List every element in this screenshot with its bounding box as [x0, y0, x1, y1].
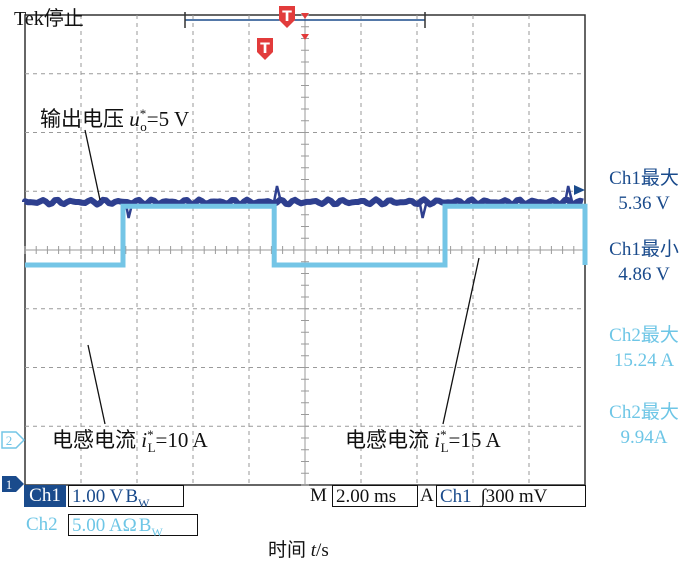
trigger-position-marker-letter: T [282, 9, 292, 25]
voltage-leader-line [84, 129, 101, 201]
voltage-annotation: 输出电压 u*o=5 V [40, 103, 189, 135]
ch1-bw-indicator: BW [125, 486, 150, 510]
scope-status: Tek停止 [14, 8, 84, 30]
current2-annotation-var: i [434, 428, 441, 452]
current2-annotation-prefix: 电感电流 [345, 428, 429, 452]
graticule-grid [24, 14, 586, 486]
voltage-annotation-prefix: 输出电压 [40, 107, 124, 131]
trigger-mode-label: A [420, 485, 434, 506]
trigger-arrow-icon [301, 13, 309, 19]
trigger-point-marker-letter: T [260, 41, 270, 57]
x-axis-label-unit: /s [316, 540, 329, 561]
ch1-max-label: Ch1最大 [609, 168, 679, 189]
current2-annotation: 电感电流 i*L=15 A [345, 424, 501, 456]
ch2-max2-value: 9.94A [620, 427, 668, 448]
ch1-marker-icon [2, 476, 24, 492]
ch1-max-value: 5.36 V [618, 193, 670, 214]
current2-annotation-sup: * [440, 427, 447, 442]
current1-annotation-prefix: 电感电流 [52, 428, 136, 452]
ch1-min-label: Ch1最小 [609, 239, 679, 260]
current1-leader-line [87, 344, 106, 425]
ch1-min-measurement: Ch1最小 4.86 V [588, 237, 700, 287]
voltage-annotation-value: =5 V [146, 107, 190, 131]
ch2-trace [25, 203, 588, 268]
scope-markers: TT 2 1 [1, 6, 585, 492]
ch1-spike [272, 185, 283, 203]
ch1-scale-box[interactable]: 1.00 V BW [68, 485, 184, 510]
current1-annotation-value: =10 A [155, 428, 208, 452]
ch1-min-value: 4.86 V [618, 264, 670, 285]
trigger-point-marker [257, 38, 273, 60]
timebase-box[interactable]: 2.00 ms [332, 485, 418, 507]
ch2-marker-label: 2 [6, 433, 13, 448]
ch2-max-value: 15.24 A [613, 350, 675, 371]
current1-annotation-sub: L [147, 440, 156, 456]
waveform-traces [22, 185, 588, 268]
current2-annotation-sub: L [440, 440, 449, 456]
ch2-max-label: Ch2最大 [609, 325, 679, 346]
trigger-channel: Ch1 [440, 486, 472, 507]
ch1-trace [22, 196, 584, 208]
voltage-annotation-sub: o [140, 119, 147, 135]
ch2-max-measurement: Ch2最大 15.24 A [588, 323, 700, 373]
x-axis-label-var: t [310, 540, 317, 561]
ch1-spike [563, 185, 574, 203]
trigger-level: ∫300 mV [480, 486, 548, 507]
ch1-marker-label: 1 [6, 477, 13, 492]
ch1-spike [418, 201, 428, 219]
timebase-value: 2.00 ms [336, 486, 397, 507]
timebase-label: M [310, 485, 327, 506]
trigger-position-marker [279, 6, 295, 28]
trigger-level-icon [574, 185, 585, 195]
ch2-bw-indicator: BW [138, 515, 163, 539]
current1-annotation: 电感电流 i*L=10 A [52, 424, 208, 456]
trigger-box[interactable]: Ch1 ∫300 mV [436, 485, 586, 507]
center-arrow-icon [301, 34, 309, 40]
x-axis-label-prefix: 时间 [268, 540, 311, 561]
ch1-max-measurement: Ch1最大 5.36 V [588, 166, 700, 216]
annotation-leader-lines [84, 129, 480, 425]
ch1-scale: 1.00 V [72, 486, 124, 507]
ch2-label[interactable]: Ch2 [26, 514, 58, 535]
current2-annotation-value: =15 A [448, 428, 501, 452]
ch2-scale-box[interactable]: 5.00 AΩ BW [68, 514, 198, 539]
ch2-marker-icon [1, 431, 26, 449]
ch2-scale: 5.00 AΩ [72, 515, 137, 536]
ch1-label[interactable]: Ch1 [24, 485, 66, 507]
current2-leader-line [442, 257, 480, 425]
current1-annotation-var: i [141, 428, 148, 452]
voltage-annotation-sup: * [139, 106, 147, 121]
x-axis-label: 时间 t/s [268, 540, 329, 562]
current1-annotation-sup: * [147, 427, 154, 442]
voltage-annotation-var: u [129, 107, 140, 131]
ch2-max2-label: Ch2最大 [609, 402, 679, 423]
ch2-max2-measurement: Ch2最大 9.94A [588, 400, 700, 450]
